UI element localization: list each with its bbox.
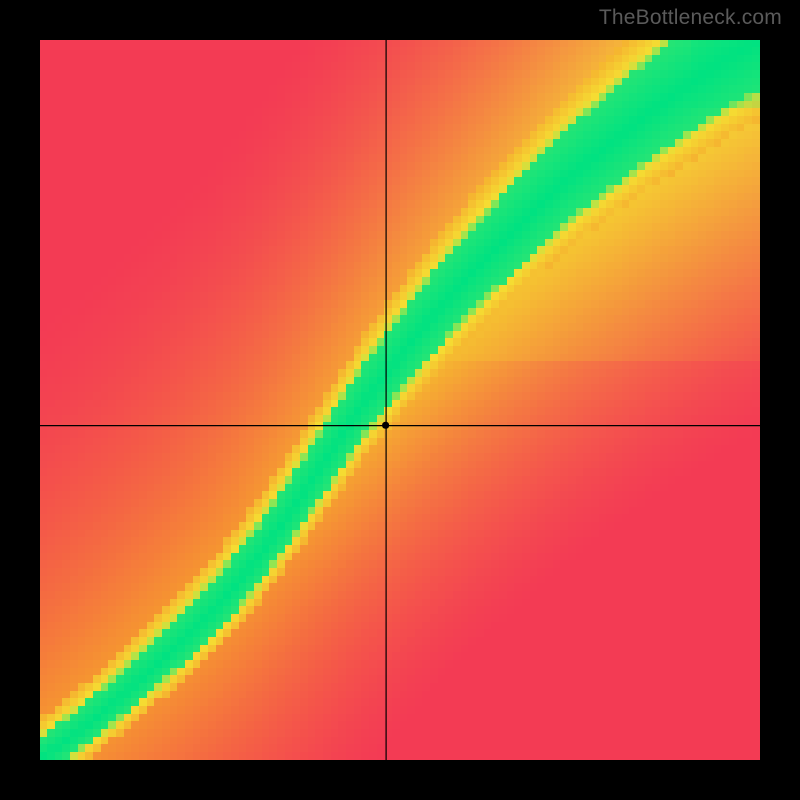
chart-container: TheBottleneck.com: [0, 0, 800, 800]
watermark-text: TheBottleneck.com: [599, 6, 782, 30]
heatmap-plot: [40, 40, 760, 760]
heatmap-canvas: [40, 40, 760, 760]
